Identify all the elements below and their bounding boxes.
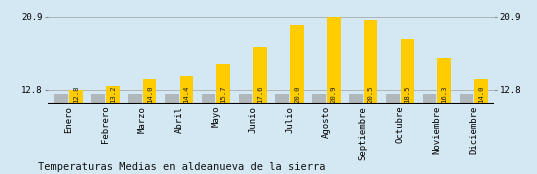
Bar xyxy=(290,25,304,104)
Bar xyxy=(106,86,120,104)
Text: 14.4: 14.4 xyxy=(184,86,190,104)
Bar xyxy=(238,94,252,104)
Bar xyxy=(327,17,340,104)
Text: 16.3: 16.3 xyxy=(441,86,447,104)
Bar xyxy=(386,94,400,104)
Bar xyxy=(275,94,289,104)
Bar xyxy=(69,90,83,104)
Bar xyxy=(165,94,178,104)
Bar xyxy=(423,94,437,104)
Bar xyxy=(216,64,230,104)
Bar xyxy=(474,79,488,104)
Text: 17.6: 17.6 xyxy=(257,86,263,104)
Bar xyxy=(54,94,68,104)
Bar xyxy=(312,94,326,104)
Bar xyxy=(128,94,142,104)
Text: 14.0: 14.0 xyxy=(478,86,484,104)
Bar xyxy=(202,94,215,104)
Text: 20.0: 20.0 xyxy=(294,86,300,104)
Bar xyxy=(253,47,267,104)
Bar xyxy=(460,94,473,104)
Bar xyxy=(349,94,362,104)
Bar xyxy=(401,38,414,104)
Text: 15.7: 15.7 xyxy=(220,86,226,104)
Text: 20.5: 20.5 xyxy=(368,86,374,104)
Text: 18.5: 18.5 xyxy=(404,86,410,104)
Text: 13.2: 13.2 xyxy=(110,86,116,104)
Bar xyxy=(180,76,193,104)
Bar xyxy=(438,58,451,104)
Bar xyxy=(91,94,105,104)
Text: 12.8: 12.8 xyxy=(73,86,79,104)
Text: 14.0: 14.0 xyxy=(147,86,153,104)
Bar xyxy=(364,21,378,104)
Text: Temperaturas Medias en aldeanueva de la sierra: Temperaturas Medias en aldeanueva de la … xyxy=(38,162,325,172)
Bar xyxy=(143,79,156,104)
Text: 20.9: 20.9 xyxy=(331,86,337,104)
